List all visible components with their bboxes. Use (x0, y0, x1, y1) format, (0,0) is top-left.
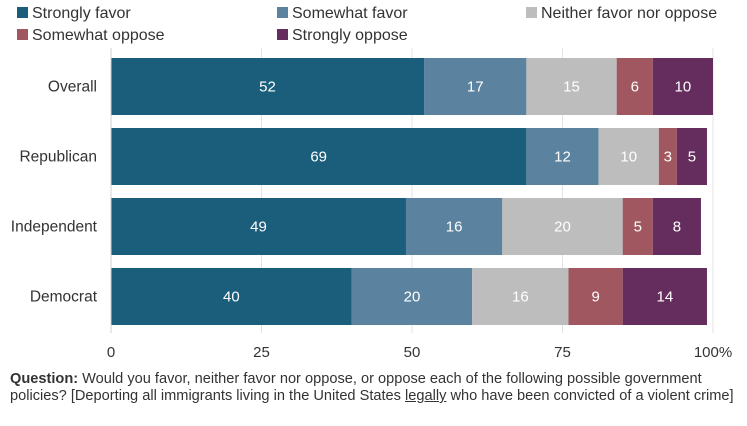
caption-label: Question: (10, 371, 79, 387)
bar-democrat-somewhat-favor (351, 268, 473, 325)
bar-overall-somewhat-oppose (616, 58, 653, 115)
data-label-overall-neither-favor-nor-oppose: 15 (563, 79, 580, 96)
data-label-democrat-somewhat-favor: 20 (404, 289, 421, 306)
legend-label-neither-favor-nor-oppose: Neither favor nor oppose (541, 5, 717, 22)
bar-republican-somewhat-favor (526, 128, 599, 185)
bar-republican-strongly-oppose (676, 128, 707, 185)
bar-independent-strongly-oppose (652, 198, 701, 255)
caption-underlined: legally (405, 388, 447, 404)
legend-swatch-neither-favor-nor-oppose (526, 7, 537, 18)
legend-label-somewhat-oppose: Somewhat oppose (32, 27, 165, 44)
bar-republican-strongly-favor (111, 128, 527, 185)
x-tick-label: 25 (253, 344, 270, 361)
legend-label-strongly-oppose: Strongly oppose (292, 27, 408, 44)
data-label-democrat-strongly-oppose: 14 (656, 289, 673, 306)
data-label-independent-somewhat-favor: 16 (446, 219, 463, 236)
legend-label-strongly-favor: Strongly favor (32, 5, 131, 22)
x-tick-label: 50 (404, 344, 421, 361)
data-label-democrat-strongly-favor: 40 (223, 289, 240, 306)
data-label-republican-somewhat-favor: 12 (554, 149, 571, 166)
legend-swatch-somewhat-oppose (17, 29, 28, 40)
data-label-overall-somewhat-oppose: 6 (631, 79, 639, 96)
legend-label-somewhat-favor: Somewhat favor (292, 5, 408, 22)
caption-text-1: Would you favor, neither favor nor oppos… (10, 371, 702, 404)
category-label-democrat: Democrat (30, 289, 98, 306)
chart-svg: Strongly favor Somewhat favor Neither favo… (11, 5, 732, 361)
x-tick-label: 100% (694, 344, 732, 361)
data-label-overall-somewhat-favor: 17 (467, 79, 484, 96)
legend-swatch-strongly-oppose (277, 29, 288, 40)
data-label-democrat-neither-favor-nor-oppose: 16 (512, 289, 529, 306)
bar-democrat-somewhat-oppose (568, 268, 623, 325)
x-tick-label: 75 (554, 344, 571, 361)
data-label-independent-strongly-oppose: 8 (673, 219, 681, 236)
bar-overall-strongly-favor (111, 58, 425, 115)
data-label-democrat-somewhat-oppose: 9 (591, 289, 599, 306)
bar-overall-somewhat-favor (424, 58, 527, 115)
category-label-independent: Independent (11, 219, 98, 236)
question-caption: Question: Would you favor, neither favor… (10, 371, 737, 405)
caption-text-2: who have been convicted of a violent cri… (446, 388, 734, 404)
chart: Strongly favor Somewhat favor Neither favo… (11, 5, 732, 361)
bar-republican-neither-favor-nor-oppose (598, 128, 659, 185)
legend-swatch-strongly-favor (17, 7, 28, 18)
data-label-republican-strongly-favor: 69 (310, 149, 327, 166)
data-label-republican-somewhat-oppose: 3 (664, 149, 672, 166)
data-label-independent-strongly-favor: 49 (250, 219, 267, 236)
category-label-republican: Republican (19, 149, 97, 166)
bar-overall-strongly-oppose (652, 58, 713, 115)
data-label-independent-neither-favor-nor-oppose: 20 (554, 219, 571, 236)
bar-independent-somewhat-oppose (622, 198, 653, 255)
bar-democrat-strongly-oppose (622, 268, 707, 325)
bar-independent-strongly-favor (111, 198, 406, 255)
category-label-overall: Overall (48, 79, 97, 96)
data-label-republican-strongly-oppose: 5 (688, 149, 696, 166)
legend-swatch-somewhat-favor (277, 7, 288, 18)
bar-independent-neither-favor-nor-oppose (502, 198, 623, 255)
bar-republican-somewhat-oppose (658, 128, 677, 185)
bar-democrat-neither-favor-nor-oppose (472, 268, 569, 325)
bar-overall-neither-favor-nor-oppose (526, 58, 617, 115)
x-tick-label: 0 (107, 344, 115, 361)
data-label-republican-neither-favor-nor-oppose: 10 (620, 149, 637, 166)
bar-democrat-strongly-favor (111, 268, 352, 325)
bar-independent-somewhat-favor (405, 198, 503, 255)
data-label-independent-somewhat-oppose: 5 (634, 219, 642, 236)
data-label-overall-strongly-oppose: 10 (675, 79, 692, 96)
data-label-overall-strongly-favor: 52 (259, 79, 276, 96)
